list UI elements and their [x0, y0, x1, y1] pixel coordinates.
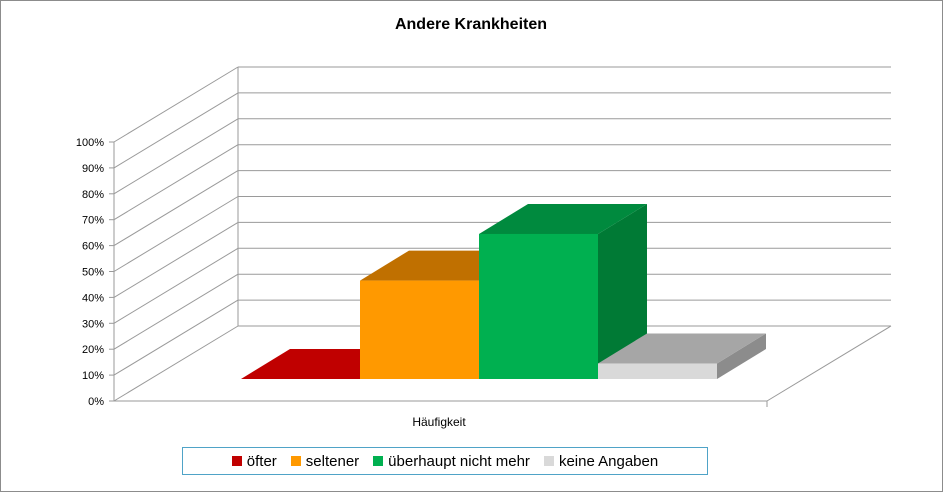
legend-swatch [543, 456, 554, 466]
bar-side [717, 333, 766, 379]
legend-label: überhaupt nicht mehr [388, 452, 530, 470]
legend-swatch [373, 456, 384, 466]
y-tick-label: 10% [82, 370, 104, 382]
legend-swatch [231, 456, 242, 466]
y-tick-labels: 0% 10% 20% 30% 40% 50% 60% 70% 80% 90% 100% [76, 137, 104, 408]
bar-front [360, 280, 479, 379]
legend-item: seltener [290, 452, 360, 470]
bar-front [479, 233, 598, 379]
y-tick-label: 50% [82, 267, 104, 279]
floor-right-edge [766, 325, 892, 402]
y-tick-label: 20% [82, 344, 104, 356]
bar-2 [479, 203, 647, 379]
y-tick-label: 40% [82, 292, 104, 304]
gridline-side [113, 325, 239, 402]
legend-swatch [290, 456, 301, 466]
bar-front [598, 363, 717, 379]
gridline-side [113, 92, 239, 169]
gridline-side [113, 66, 239, 143]
legend-item: keine Angaben [543, 452, 659, 470]
bar-layer [241, 203, 766, 379]
y-tick-label: 100% [76, 137, 104, 149]
gridline-side [113, 170, 239, 247]
legend-label: seltener [305, 452, 360, 470]
gridline-side [113, 118, 239, 195]
legend-item: überhaupt nicht mehr [373, 453, 530, 470]
y-tick-label: 90% [82, 163, 104, 175]
bar-3 [598, 333, 766, 379]
bar-top [598, 333, 766, 364]
bar-side [598, 203, 647, 379]
legend-label: keine Angaben [558, 452, 659, 470]
category-label: Häufigkeit [412, 415, 466, 429]
gridline-side [113, 273, 239, 350]
y-tick-label: 0% [88, 396, 104, 408]
gridline-side [113, 299, 239, 376]
y-tick-label: 80% [82, 189, 104, 201]
gridline-side [113, 196, 239, 272]
gridline-side [113, 221, 239, 298]
legend-item: öfter [231, 452, 277, 470]
bar-top [479, 203, 647, 234]
legend-label: öfter [246, 452, 277, 470]
gridline-side [113, 247, 239, 324]
chart-title: Andere Krankheiten [395, 16, 547, 33]
y-tick-label: 60% [82, 241, 104, 253]
legend: öfter seltener überhaupt nicht mehr keine A… [182, 447, 708, 475]
y-tick-label: 70% [82, 215, 104, 227]
y-tick-label: 30% [82, 318, 104, 330]
gridline-side [113, 144, 239, 221]
